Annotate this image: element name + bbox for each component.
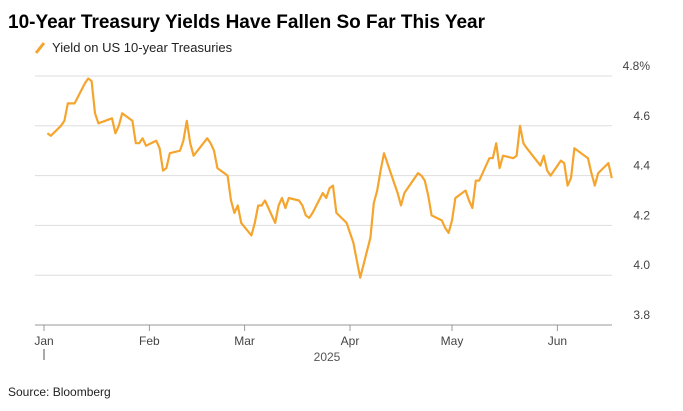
y-tick-label: 3.8 bbox=[633, 308, 650, 322]
x-tick-label: Jun bbox=[548, 334, 567, 348]
series-line bbox=[46, 77, 613, 279]
legend-swatch bbox=[34, 42, 46, 54]
y-tick-label: 4.4 bbox=[633, 159, 650, 173]
x-tick-label: May bbox=[441, 334, 464, 348]
y-tick-label: 4.8% bbox=[623, 59, 651, 73]
source: Source: Bloomberg bbox=[8, 385, 111, 399]
y-tick-label: 4.6 bbox=[633, 109, 650, 123]
chart-title: 10-Year Treasury Yields Have Fallen So F… bbox=[8, 12, 486, 33]
y-tick-label: 4.2 bbox=[633, 208, 650, 222]
x-tick-label: Jan bbox=[34, 334, 53, 348]
y-tick-label: 4.0 bbox=[633, 258, 650, 272]
x-tick-label: Mar bbox=[234, 334, 255, 348]
x-tick-label: Feb bbox=[139, 334, 160, 348]
legend-label: Yield on US 10-year Treasuries bbox=[52, 40, 233, 55]
x-axis-label: 2025 bbox=[314, 350, 341, 364]
x-tick-label: Apr bbox=[341, 334, 360, 348]
